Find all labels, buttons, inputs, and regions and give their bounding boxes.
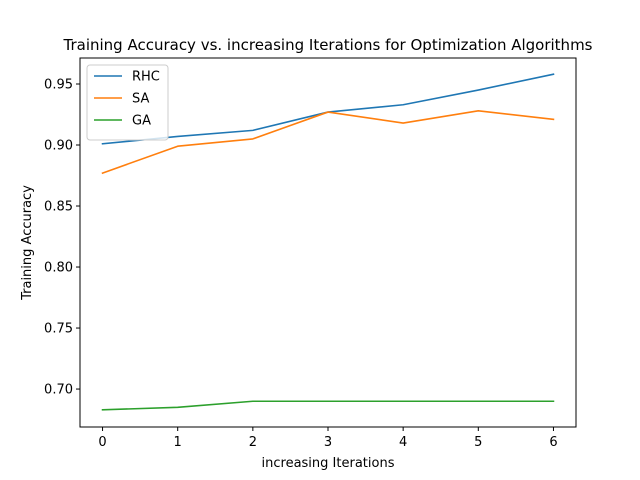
x-tick-label: 4 (399, 435, 407, 450)
y-tick-label: 0.90 (44, 139, 73, 154)
x-axis-ticks: 0 1 2 3 4 5 6 (98, 427, 558, 450)
chart-title: Training Accuracy vs. increasing Iterati… (63, 36, 593, 54)
series-line-ga (101, 400, 555, 411)
series-layer (101, 73, 555, 411)
x-tick-label: 2 (249, 435, 257, 450)
x-axis-label: increasing Iterations (262, 456, 395, 471)
x-tick-label: 6 (549, 435, 557, 450)
legend-label-ga: GA (132, 114, 151, 129)
x-tick-label: 1 (174, 435, 182, 450)
y-tick-label: 0.95 (44, 77, 73, 92)
legend-label-sa: SA (132, 92, 149, 107)
y-tick-label: 0.85 (44, 200, 73, 215)
legend-label-rhc: RHC (132, 70, 160, 85)
y-tick-label: 0.75 (44, 322, 73, 337)
y-tick-label: 0.70 (44, 383, 73, 398)
x-tick-label: 5 (474, 435, 482, 450)
y-axis-ticks: 0.70 0.75 0.80 0.85 0.90 0.95 (44, 77, 80, 398)
x-tick-label: 0 (98, 435, 106, 450)
legend: RHC SA GA (86, 64, 169, 141)
y-axis-label: Training Accuracy (20, 185, 35, 301)
legend-box (86, 64, 169, 141)
x-tick-label: 3 (324, 435, 332, 450)
y-tick-label: 0.80 (44, 261, 73, 276)
series-line-sa (101, 110, 555, 175)
